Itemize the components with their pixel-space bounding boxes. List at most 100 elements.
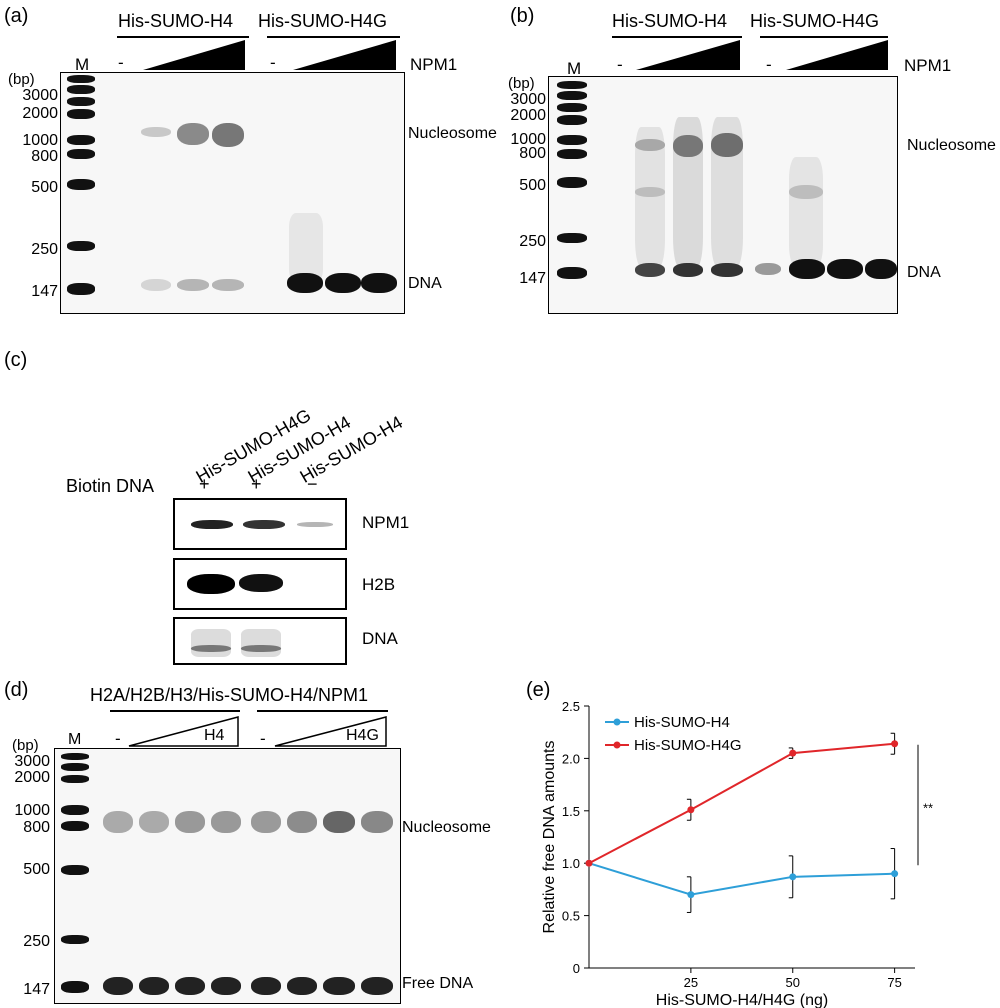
panel-a-gel — [60, 72, 405, 314]
x-tick-label: 50 — [786, 975, 800, 990]
significance-label: ** — [923, 801, 933, 816]
panel-d-ladder-147: 147 — [23, 981, 50, 998]
panel-b-ladder-3000: 3000 — [510, 91, 546, 108]
panel-a-ladder-1000: 1000 — [22, 132, 58, 149]
nucleosome-band — [635, 139, 665, 151]
panel-a-dna: DNA — [408, 275, 442, 292]
dna-band — [865, 259, 897, 279]
data-point — [891, 740, 899, 748]
panel-a-wedge-1 — [143, 40, 245, 70]
dna-band — [711, 263, 743, 277]
ladder-band — [67, 75, 95, 83]
blot-h2b — [173, 558, 347, 610]
y-tick-label: 2.0 — [562, 751, 580, 766]
dna-band — [755, 263, 781, 275]
panel-b-ladder-1000: 1000 — [510, 131, 546, 148]
ladder-band — [557, 115, 587, 125]
panel-a-bp: (bp) — [8, 71, 35, 88]
panel-b-ladder-500: 500 — [519, 177, 546, 194]
ladder-band — [67, 109, 95, 119]
panel-b-minus-2: - — [766, 55, 772, 74]
panel-d-ladder-3000: 3000 — [14, 753, 50, 770]
panel-b-minus-1: - — [617, 55, 623, 74]
ladder-band — [557, 103, 587, 112]
ladder-band — [67, 241, 95, 251]
series-line — [588, 862, 895, 896]
nucleosome-band — [103, 811, 133, 833]
panel-d-minus-1: - — [115, 729, 121, 748]
data-point — [789, 873, 797, 881]
panel-a-marker: M — [75, 55, 90, 74]
smear — [789, 157, 823, 267]
nucleosome-band — [175, 811, 205, 833]
dna-band — [827, 259, 863, 279]
data-point — [789, 749, 797, 757]
dna-band — [325, 273, 361, 293]
nucleosome-band — [673, 135, 703, 157]
y-tick-label: 1.5 — [562, 804, 580, 819]
ladder-band — [61, 775, 89, 783]
ladder-band — [61, 753, 89, 760]
panel-a-ladder-250: 250 — [31, 241, 58, 258]
panel-e-label: (e) — [526, 679, 551, 701]
dna-band — [212, 279, 244, 291]
legend-marker — [613, 718, 621, 726]
ladder-band — [67, 179, 95, 190]
panel-c-blot-dna: DNA — [362, 629, 398, 648]
panel-a-group1-bar — [117, 36, 249, 38]
free-dna-band — [211, 977, 241, 995]
panel-c-sign-1: + — [199, 474, 210, 494]
blot-band — [239, 574, 283, 592]
panel-b-bp: (bp) — [508, 75, 535, 92]
dna-band — [177, 279, 209, 291]
legend-label: His-SUMO-H4 — [634, 714, 730, 731]
panel-b-group1-bar — [612, 36, 742, 38]
panel-c-sign-3: − — [307, 474, 318, 494]
blot-band — [187, 574, 235, 594]
y-tick-label: 0 — [573, 961, 580, 976]
panel-a-ladder-3000: 3000 — [22, 87, 58, 104]
ladder-band — [67, 283, 95, 295]
blot-smear — [191, 629, 231, 657]
dna-band — [287, 273, 323, 293]
panel-b-group1: His-SUMO-H4 — [612, 11, 727, 31]
ladder-band — [557, 233, 587, 243]
panel-b-nucleosome: Nucleosome — [907, 137, 996, 154]
ladder-band — [557, 149, 587, 159]
chart-e: 0 0.5 1.0 1.5 2.0 2.5 25 50 75 His-SUMO-H4/H4G (n… — [541, 699, 933, 1008]
blot-dna — [173, 617, 347, 665]
panel-b-marker: M — [567, 59, 582, 78]
ladder-band — [67, 97, 95, 106]
panel-d-title: H2A/H2B/H3/His-SUMO-H4/NPM1 — [90, 685, 369, 705]
nucleosome-band — [177, 123, 209, 145]
series-line — [588, 742, 895, 865]
panel-d-tri2: H4G — [346, 727, 379, 744]
nucleosome-band — [141, 127, 171, 137]
nucleosome-band — [711, 133, 743, 157]
panel-a-titrant: NPM1 — [410, 55, 458, 74]
panel-a-group2-bar — [267, 36, 400, 38]
panel-a-minus-1: - — [118, 53, 124, 72]
panel-b-wedge-2 — [786, 40, 888, 70]
nucleosome-band — [212, 123, 244, 147]
panel-d-ladder-1000: 1000 — [14, 802, 50, 819]
panel-a-ladder-500: 500 — [31, 179, 58, 196]
nucleosome-band — [323, 811, 355, 833]
panel-b-group2-bar — [760, 36, 888, 38]
free-dna-band — [103, 977, 133, 995]
free-dna-band — [361, 977, 393, 995]
panel-a-ladder-800: 800 — [31, 148, 58, 165]
legend-marker — [613, 741, 621, 749]
panel-a-label: (a) — [4, 5, 29, 27]
panel-d-nucleosome: Nucleosome — [402, 819, 491, 836]
ladder-band — [557, 267, 587, 279]
free-dna-band — [287, 977, 317, 995]
ladder-band — [61, 981, 89, 993]
panel-d-minus-2: - — [260, 729, 266, 748]
panel-b-ladder-147: 147 — [519, 270, 546, 287]
panel-d-wedge-1 — [128, 716, 239, 747]
panel-a-group1: His-SUMO-H4 — [118, 11, 233, 31]
panel-c-sign-2: + — [251, 474, 262, 494]
blot-npm1 — [173, 498, 347, 550]
x-tick-label: 75 — [887, 975, 901, 990]
